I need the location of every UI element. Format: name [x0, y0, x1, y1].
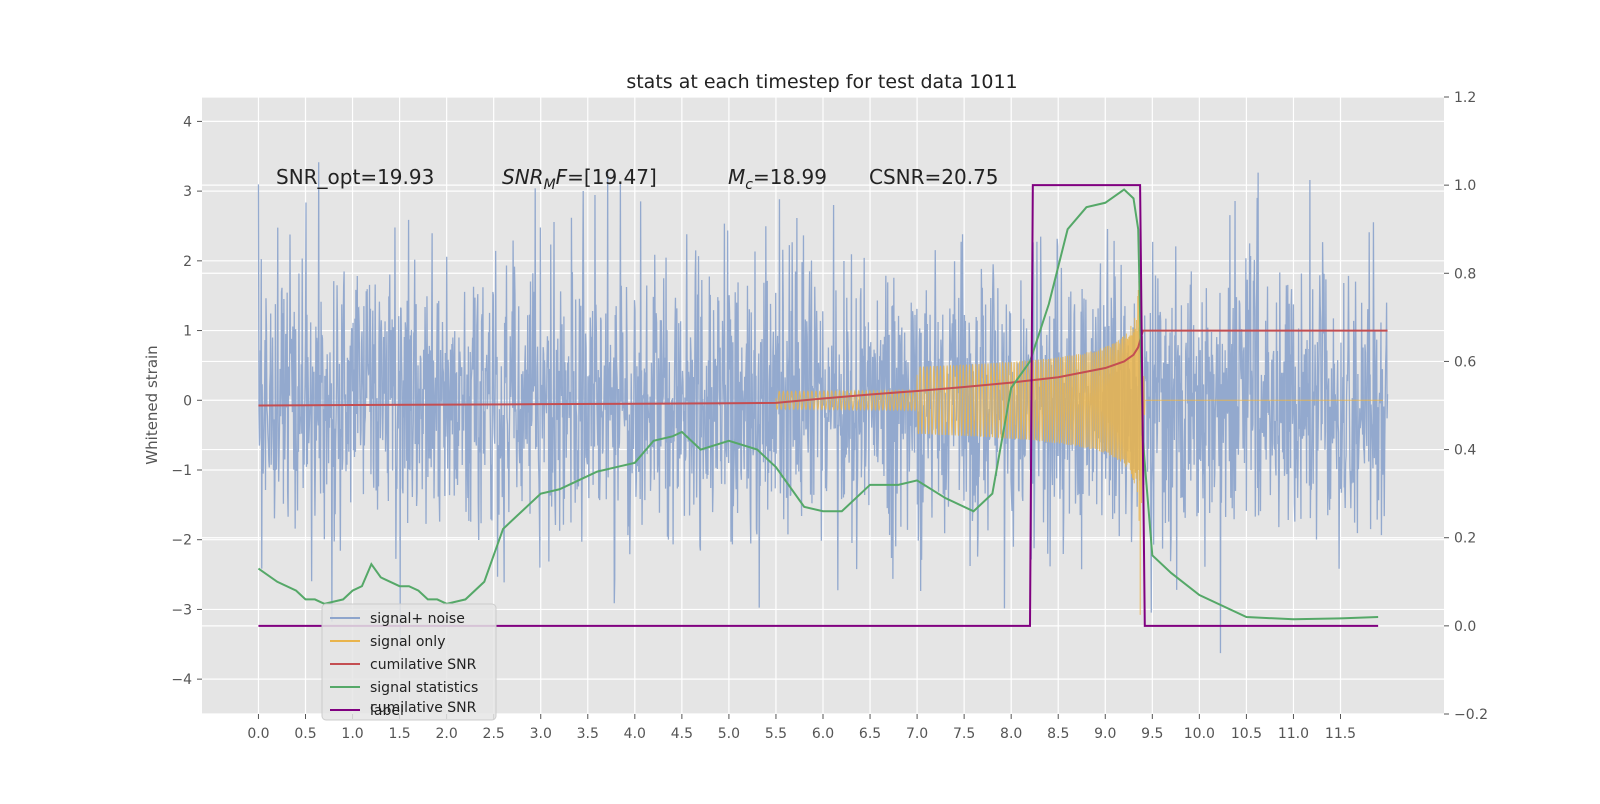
annotation-mc: Mc=18.99 [728, 165, 827, 193]
y2-tick-label: 1.0 [1454, 178, 1476, 194]
y2-tick-label: 0.6 [1454, 354, 1476, 370]
y-tick-label: −1 [171, 463, 192, 479]
x-tick-label: 7.0 [906, 726, 928, 742]
y-axis-label: Whitened strain [143, 345, 161, 464]
y-tick-label: −3 [171, 602, 192, 618]
y-tick-label: −2 [171, 533, 192, 549]
y2-tick-label: 0.8 [1454, 266, 1476, 282]
y-tick-label: 2 [183, 254, 192, 270]
annotation-snr-mf: SNRMF=[19.47] [502, 165, 657, 193]
legend-item-signal-statistics: signal statistics [370, 680, 478, 696]
legend-box [321, 603, 497, 721]
legend: cumilative SNR signal+ noise signal only cu… [321, 603, 497, 721]
x-tick-label: 9.0 [1094, 726, 1116, 742]
y2-tick-label: 0.0 [1454, 619, 1476, 635]
legend-item-signal-only: signal only [370, 634, 445, 650]
x-tick-label: 2.0 [436, 726, 458, 742]
annotation-snr-opt: SNR_opt=19.93 [276, 165, 434, 189]
y2-tick-label: 0.2 [1454, 531, 1476, 547]
series-signal-noise [257, 162, 1389, 654]
x-tick-label: 6.0 [812, 726, 834, 742]
series-signal-statistics [257, 188, 1379, 621]
x-tick-label: 10.0 [1184, 726, 1215, 742]
annotation-csnr: CSNR=20.75 [869, 165, 999, 189]
y2-tick-label: 1.2 [1454, 90, 1476, 106]
x-tick-label: 5.5 [765, 726, 787, 742]
series-signal-only [775, 236, 1383, 615]
y-tick-label: 3 [183, 184, 192, 200]
series-label [258, 184, 1379, 627]
y-tick-label: −4 [171, 672, 192, 688]
x-tick-label: 3.5 [577, 726, 599, 742]
y-tick-label: 1 [183, 324, 192, 340]
series-layer [257, 162, 1389, 654]
x-tick-label: 5.0 [718, 726, 740, 742]
x-tick-label: 10.5 [1231, 726, 1262, 742]
x-tick-label: 6.5 [859, 726, 881, 742]
y2-tick-label: −0.2 [1454, 707, 1488, 723]
series-cumulative-snr [258, 329, 1388, 407]
x-tick-label: 2.5 [483, 726, 505, 742]
x-tick-label: 0.5 [294, 726, 316, 742]
legend-item-signal-noise: signal+ noise [370, 611, 465, 627]
x-tick-label: 7.5 [953, 726, 975, 742]
x-tick-label: 3.0 [530, 726, 552, 742]
x-tick-label: 0.0 [247, 726, 269, 742]
axes: 0.0 0.5 1.0 1.5 2.0 2.5 3.0 3.5 4.0 4.5 5.0 5.5 6.0 6… [171, 90, 1488, 742]
legend-item-cumulative-snr: cumilative SNR [370, 657, 477, 673]
y-tick-label: 0 [183, 393, 192, 409]
x-tick-label: 8.0 [1000, 726, 1022, 742]
legend-item-label: label [370, 703, 404, 719]
x-tick-label: 11.0 [1278, 726, 1309, 742]
x-tick-label: 11.5 [1325, 726, 1356, 742]
x-tick-label: 9.5 [1141, 726, 1163, 742]
chart-title: stats at each timestep for test data 101… [626, 71, 1017, 93]
x-tick-label: 8.5 [1047, 726, 1069, 742]
x-tick-label: 4.5 [671, 726, 693, 742]
x-tick-label: 1.0 [341, 726, 363, 742]
x-tick-label: 4.0 [624, 726, 646, 742]
legend-ghost-text: cumilative SNR [370, 700, 477, 716]
annotations: SNR_opt=19.93 SNRMF=[19.47] Mc=18.99 CSN… [276, 165, 999, 193]
x-tick-label: 1.5 [388, 726, 410, 742]
y2-tick-label: 0.4 [1454, 443, 1476, 459]
y-tick-label: 4 [183, 114, 192, 130]
